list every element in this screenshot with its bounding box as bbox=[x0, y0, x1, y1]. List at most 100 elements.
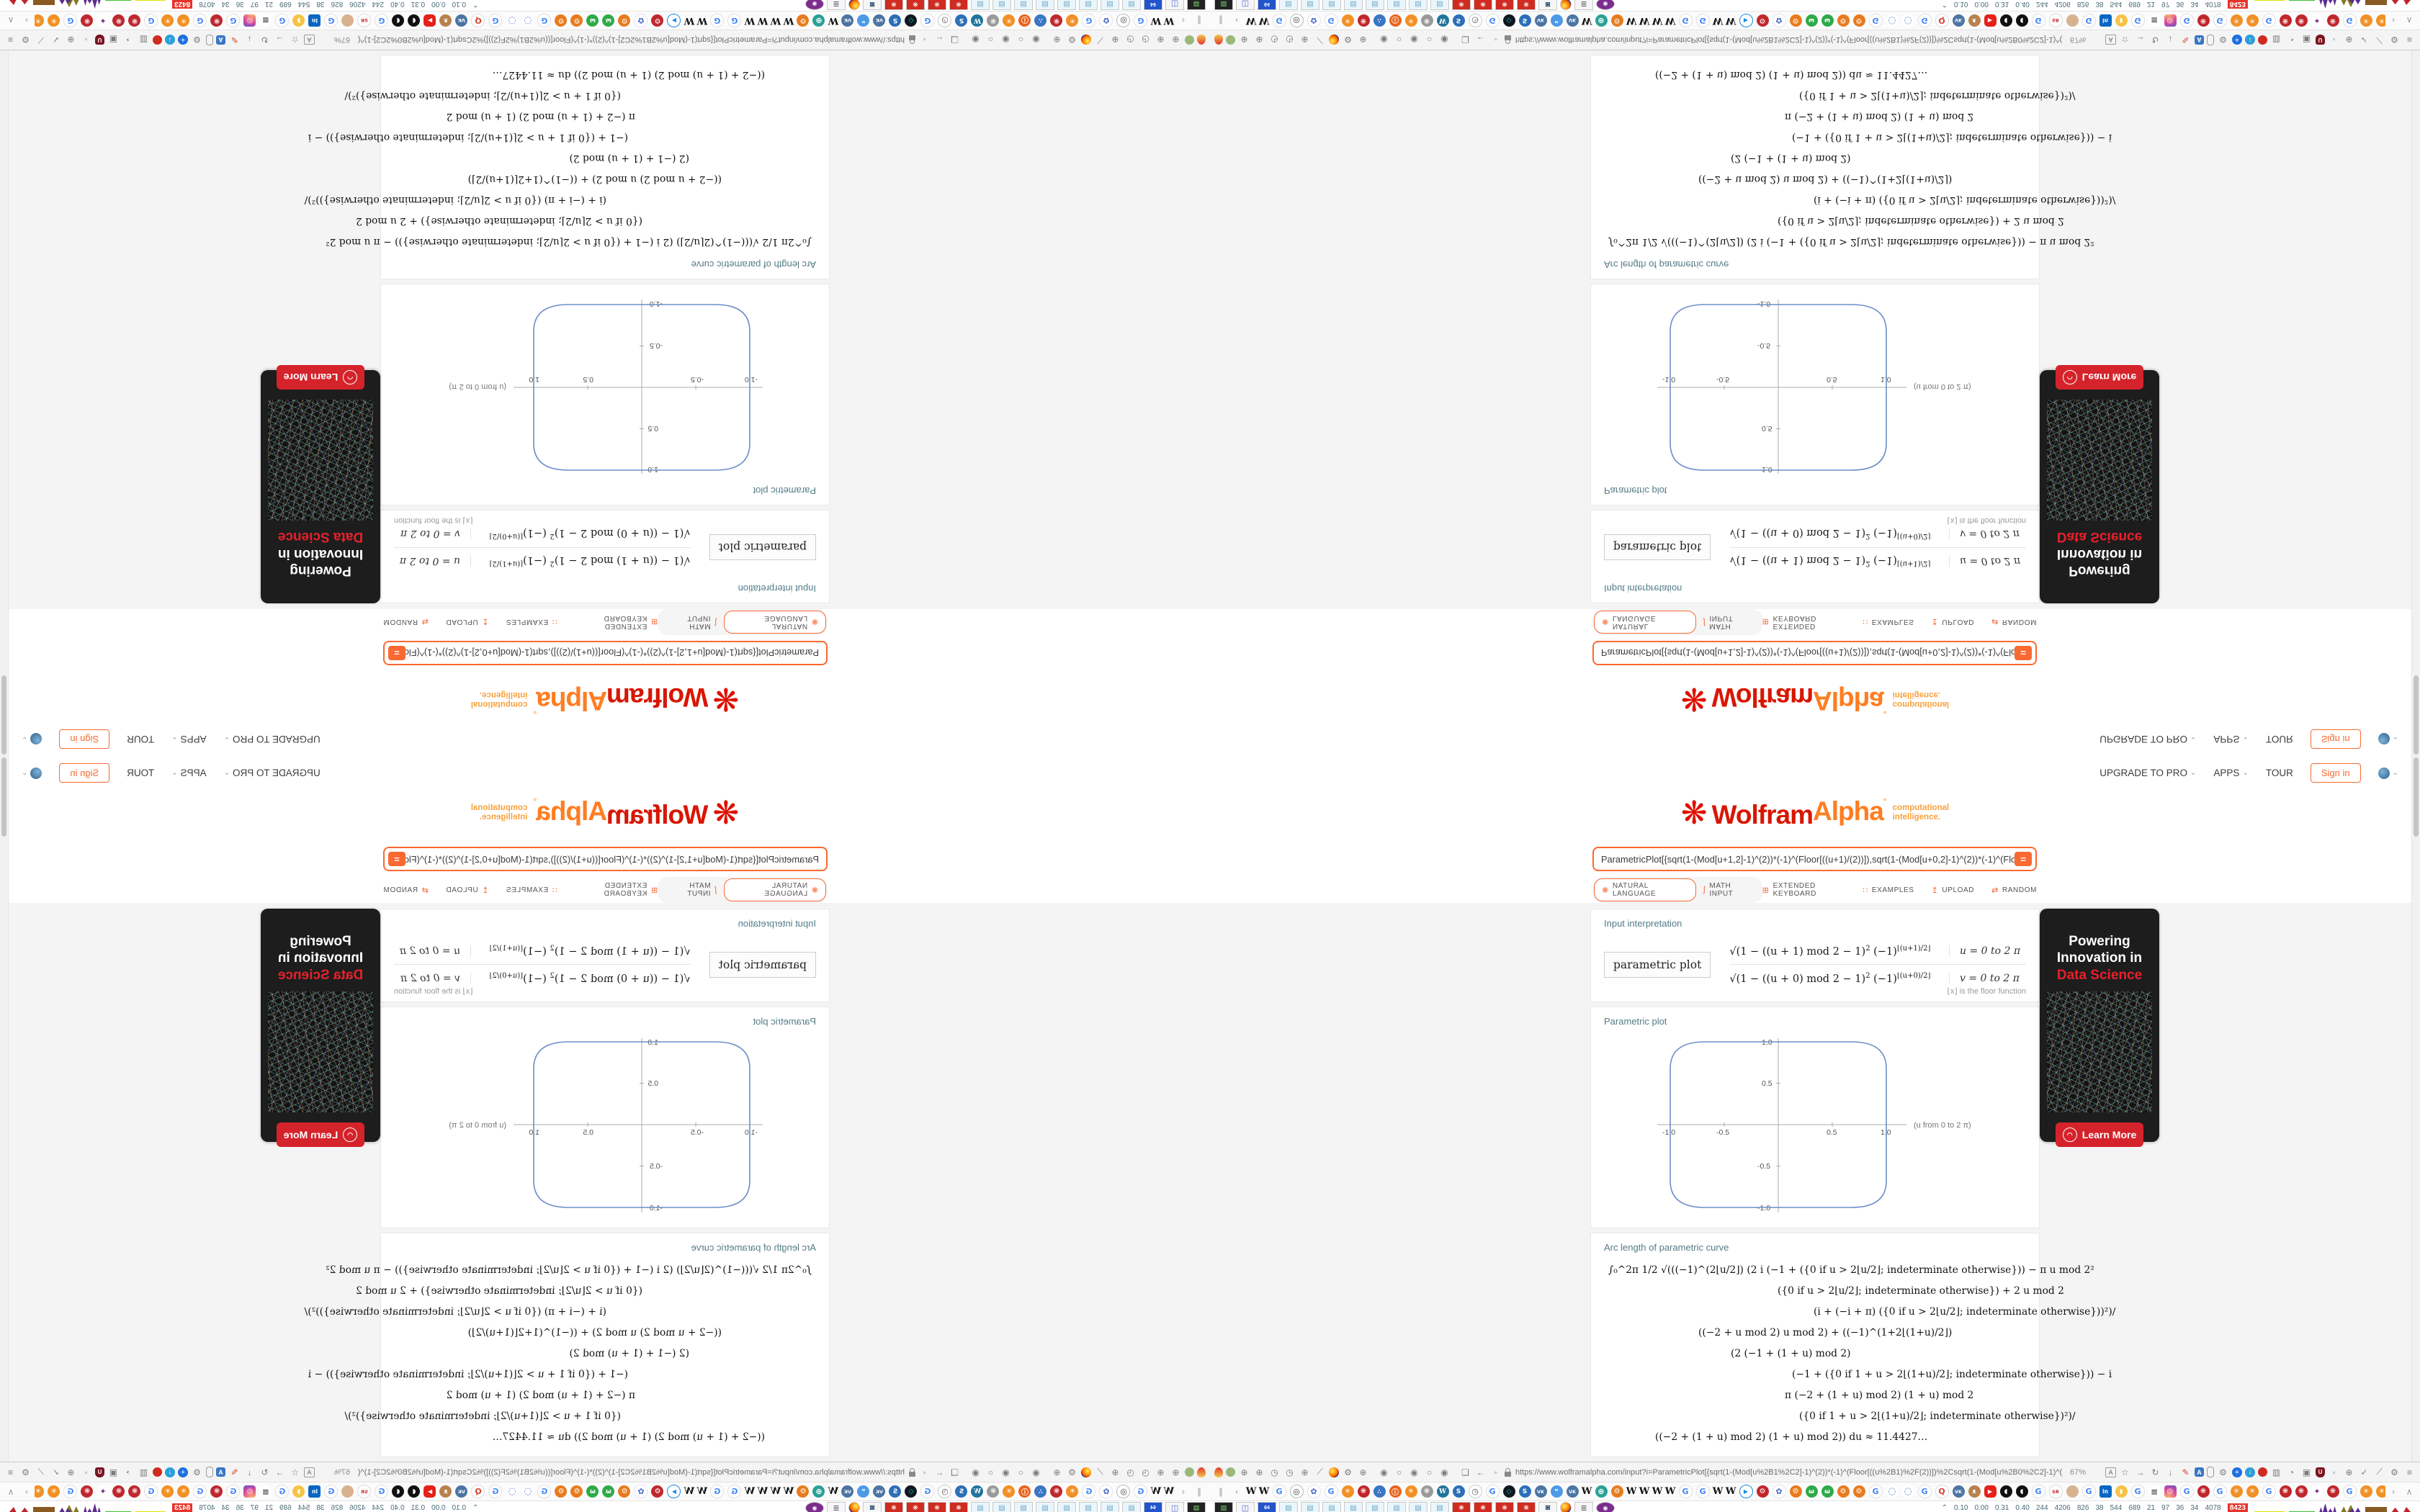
reload-icon[interactable]: ↻ bbox=[261, 1467, 269, 1477]
pie-chart-icon[interactable]: ◔ bbox=[2288, 35, 2295, 45]
mouse-icon[interactable] bbox=[2207, 35, 2214, 45]
notepad-app-icon[interactable]: ▤ bbox=[1344, 0, 1363, 11]
wrench-icon[interactable]: ⟋ bbox=[1317, 35, 1323, 45]
wolfram-spikey-bookmark-icon[interactable]: ❋ bbox=[112, 14, 125, 27]
linkedin-bookmark-icon[interactable]: in bbox=[308, 1485, 321, 1498]
nav-apps[interactable]: APPS ⌄ bbox=[2213, 734, 2248, 744]
radio-on-icon[interactable]: ◉ bbox=[1440, 35, 1448, 45]
document-app-icon[interactable]: ≣ bbox=[827, 0, 846, 11]
menu-icon[interactable]: ≡ bbox=[2406, 35, 2412, 45]
notepad-app-icon[interactable]: ▤ bbox=[1014, 1501, 1033, 1512]
people-bookmark-icon[interactable]: ∴ bbox=[1373, 14, 1386, 27]
list-bookmark-icon[interactable]: ≡ bbox=[259, 1485, 272, 1498]
download-icon[interactable]: ↓ bbox=[247, 1467, 252, 1477]
wikipedia-bookmark-icon[interactable]: W bbox=[1725, 15, 1736, 26]
barrel-icon[interactable]: ▣ bbox=[2302, 1467, 2311, 1477]
wikipedia-bookmark-icon[interactable]: W bbox=[1150, 15, 1162, 26]
scrollbar-thumb[interactable] bbox=[2414, 757, 2419, 837]
google-bookmark-icon[interactable]: G bbox=[2262, 1485, 2276, 1498]
random-button[interactable]: ⇄ RANDOM bbox=[1991, 886, 2037, 895]
checkmark-icon[interactable]: ✓ bbox=[2360, 35, 2368, 45]
red-gear-bookmark-icon[interactable]: ⚙ bbox=[651, 1485, 664, 1498]
wikipedia-bookmark-icon[interactable]: W bbox=[1258, 15, 1270, 26]
red-gear-app-icon[interactable]: ❋ bbox=[906, 1501, 925, 1512]
orange-sun-bookmark-icon[interactable]: ☀ bbox=[35, 14, 45, 27]
examples-button[interactable]: ∷ EXAMPLES bbox=[1863, 886, 1914, 895]
menu-icon[interactable]: ≡ bbox=[2406, 1467, 2412, 1477]
wolfram-spikey-bookmark-icon[interactable]: ❋ bbox=[1050, 14, 1063, 27]
shield-icon[interactable]: ◦ bbox=[923, 35, 926, 45]
orange-sun-bookmark-icon[interactable]: ☀ bbox=[48, 14, 60, 27]
document-app-icon[interactable]: ≣ bbox=[827, 1501, 846, 1512]
collapse-icon[interactable]: ∧ bbox=[7, 15, 14, 26]
scrollbar-thumb[interactable] bbox=[1, 757, 6, 837]
red-gear-app-icon[interactable]: ❋ bbox=[1474, 1501, 1492, 1512]
profile-app-icon[interactable]: ◉ bbox=[805, 1501, 824, 1512]
nav-upgrade-to-pro[interactable]: UPGRADE TO PRO ⌄ bbox=[2099, 734, 2196, 744]
target-bookmark-icon[interactable]: ◎ bbox=[1289, 14, 1304, 27]
hex-bookmark-icon[interactable]: ◇ bbox=[1502, 1485, 1515, 1498]
download-icon[interactable]: ↓ bbox=[2168, 35, 2173, 45]
screen-capture-app-icon[interactable]: ◙ bbox=[863, 0, 882, 11]
green-wave-bookmark-icon[interactable]: ω bbox=[602, 1485, 615, 1498]
play-bookmark-icon[interactable]: ▶ bbox=[1739, 1485, 1753, 1498]
vk-bookmark-icon[interactable]: VK bbox=[1566, 1485, 1579, 1498]
random-button[interactable]: ⇄ RANDOM bbox=[383, 886, 429, 895]
wikipedia-bookmark-icon[interactable]: W bbox=[783, 15, 794, 26]
screen-capture-app-icon[interactable]: ◙ bbox=[863, 1501, 882, 1512]
reader-mode-icon[interactable]: A bbox=[2105, 35, 2116, 45]
orange-sun-bookmark-icon[interactable]: ☀ bbox=[48, 1485, 60, 1498]
notepad-app-icon[interactable]: ▤ bbox=[1014, 0, 1033, 11]
globe-icon[interactable]: ⊕ bbox=[1255, 35, 1263, 45]
blue-swirl-bookmark-icon[interactable]: S bbox=[955, 1485, 968, 1498]
globe-icon[interactable]: ⊕ bbox=[1301, 35, 1309, 45]
profile-app-icon[interactable]: ◉ bbox=[1596, 1501, 1615, 1512]
google-bookmark-icon[interactable]: G bbox=[1868, 1485, 1883, 1498]
menu-icon[interactable]: ≡ bbox=[8, 35, 14, 45]
nav-tour[interactable]: TOUR bbox=[127, 768, 154, 778]
sign-in-button[interactable]: Sign in bbox=[59, 729, 110, 749]
red-gear-app-icon[interactable]: ❋ bbox=[884, 1501, 903, 1512]
barrel-icon[interactable]: ▣ bbox=[109, 1467, 118, 1477]
notepad-app-icon[interactable]: ▤ bbox=[1344, 1501, 1363, 1512]
wordpress-bookmark-icon[interactable]: W bbox=[1436, 14, 1449, 27]
mouse-icon[interactable] bbox=[206, 1467, 213, 1477]
marker-icon[interactable]: ✎ bbox=[2182, 35, 2190, 45]
google-bookmark-icon[interactable]: G bbox=[2342, 1485, 2357, 1498]
gauge-bookmark-icon[interactable]: ◷ bbox=[1468, 1485, 1482, 1498]
gauge-icon[interactable]: ◷ bbox=[1286, 35, 1294, 45]
notepad-app-icon[interactable]: ▤ bbox=[1122, 0, 1141, 11]
shield-icon[interactable]: ◦ bbox=[2332, 1467, 2336, 1477]
gear-icon[interactable]: ⚙ bbox=[1344, 35, 1352, 45]
google-bookmark-icon[interactable]: G bbox=[710, 14, 725, 27]
google-bookmark-icon[interactable]: G bbox=[226, 14, 241, 27]
notepad-app-icon[interactable]: ▤ bbox=[1322, 0, 1341, 11]
computer-app-icon[interactable]: ◫ bbox=[1236, 0, 1255, 11]
logo-wolfram[interactable]: Wolfram bbox=[1711, 683, 1814, 712]
orange-gear-bookmark-icon[interactable]: ⚙ bbox=[797, 14, 810, 27]
green-dot-icon[interactable] bbox=[1226, 1467, 1235, 1477]
query-input[interactable]: ParametricPlot[{sqrt(1-(Mod[u+1,2]-1)^(2… bbox=[383, 847, 828, 871]
google-bookmark-icon[interactable]: G bbox=[324, 1485, 339, 1498]
radio-on-icon[interactable]: ◉ bbox=[1380, 1467, 1388, 1477]
wolfram-spikey-bookmark-icon[interactable]: ❋ bbox=[1050, 1485, 1063, 1498]
vk-bookmark-icon[interactable]: VK bbox=[1952, 14, 1965, 27]
google-bookmark-icon[interactable]: G bbox=[2179, 14, 2194, 27]
globe-icon[interactable]: ⊕ bbox=[1301, 1467, 1309, 1477]
query-input-value[interactable]: ParametricPlot[{sqrt(1-(Mod[u+1,2]-1)^(2… bbox=[1601, 853, 2015, 865]
orange-sun-bookmark-icon[interactable]: ☀ bbox=[2230, 1485, 2243, 1498]
q-bookmark-icon[interactable]: Q bbox=[471, 1485, 485, 1498]
sr-bookmark-icon[interactable]: SR bbox=[357, 14, 372, 27]
compute-button[interactable]: = bbox=[388, 646, 405, 660]
wolfram-spikey-bookmark-icon[interactable]: ❋ bbox=[2326, 1485, 2339, 1498]
add-icon[interactable]: + bbox=[178, 1467, 188, 1477]
language-selector[interactable]: ⌄ bbox=[2378, 733, 2398, 745]
download-icon[interactable]: ↓ bbox=[2168, 1467, 2173, 1477]
wikipedia-bookmark-icon[interactable]: W bbox=[684, 15, 695, 26]
floppy64-app-icon[interactable]: 64 bbox=[1258, 0, 1276, 11]
computer-app-icon[interactable]: ◫ bbox=[1165, 0, 1184, 11]
google-bookmark-icon[interactable]: G bbox=[488, 14, 503, 27]
nav-upgrade-to-pro[interactable]: UPGRADE TO PRO ⌄ bbox=[2099, 768, 2196, 778]
profile-app-icon[interactable]: ◉ bbox=[1596, 0, 1615, 11]
blue-swirl-bookmark-icon[interactable]: S bbox=[889, 14, 902, 27]
